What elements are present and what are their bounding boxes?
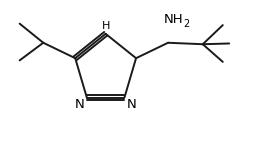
Text: N: N bbox=[75, 98, 85, 111]
Text: 2: 2 bbox=[183, 19, 189, 29]
Text: H: H bbox=[101, 21, 110, 31]
Text: NH: NH bbox=[164, 14, 183, 26]
Text: N: N bbox=[126, 98, 136, 111]
